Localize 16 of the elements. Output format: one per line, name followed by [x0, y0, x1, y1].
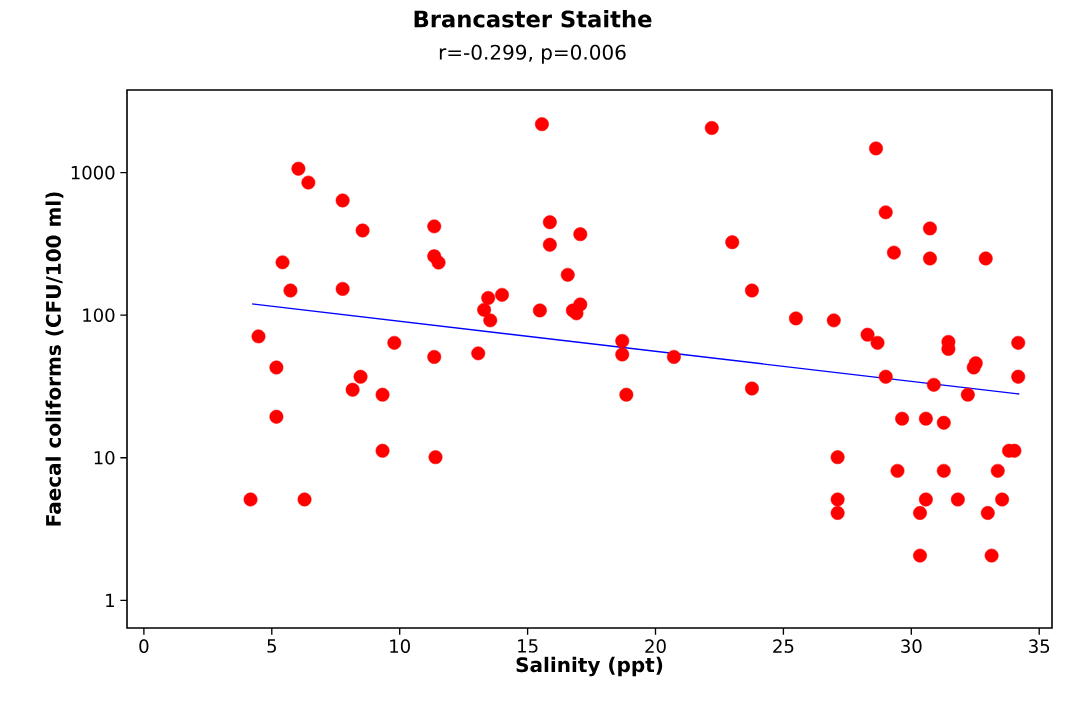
y-axis-title: Faecal coliforms (CFU/100 ml) — [45, 192, 64, 526]
x-tick-label: 25 — [773, 639, 794, 653]
x-axis-title: Salinity (ppt) — [516, 656, 663, 677]
x-tick-label: 20 — [645, 639, 666, 653]
y-tick-label: 100 — [83, 308, 115, 323]
x-tick-label: 5 — [267, 639, 276, 653]
y-tick-label: 1 — [106, 593, 114, 607]
chart-subtitle: r=-0.299, p=0.006 — [439, 44, 626, 64]
x-tick-label: 0 — [139, 639, 149, 653]
y-tick-label: 1000 — [71, 165, 115, 180]
x-tick-label: 10 — [390, 639, 410, 653]
x-tick-label: 30 — [901, 639, 922, 653]
y-tick-label: 10 — [94, 450, 115, 465]
x-tick-label: 15 — [518, 639, 538, 653]
x-tick-label: 35 — [1029, 639, 1050, 653]
chart-title: Brancaster Staithe — [414, 10, 652, 28]
